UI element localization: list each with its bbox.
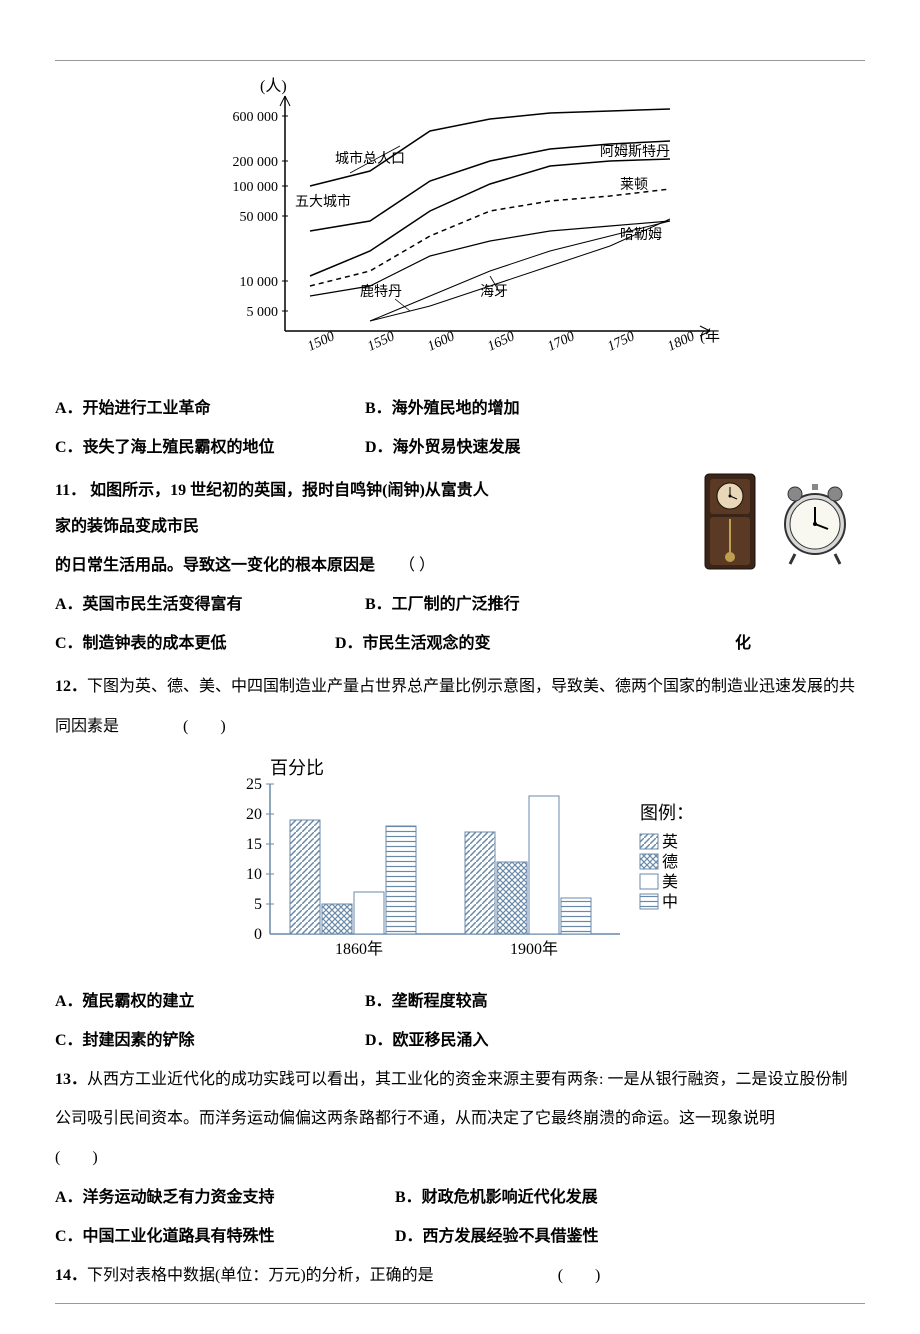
svg-text:德: 德 <box>662 853 678 871</box>
q12-row2: C．封建因素的铲除 D．欧亚移民涌入 <box>55 1023 865 1058</box>
q12-optB: B．垄断程度较高 <box>365 993 488 1010</box>
svg-text:5: 5 <box>254 896 262 913</box>
q10-optD: D．海外贸易快速发展 <box>365 439 521 456</box>
clock-images <box>695 469 855 592</box>
svg-text:1700: 1700 <box>545 329 577 354</box>
q11-number: 11． <box>55 482 86 499</box>
legend-title: 图例： <box>640 803 694 823</box>
svg-text:1860年: 1860年 <box>335 940 383 958</box>
q12-optD: D．欧亚移民涌入 <box>365 1032 489 1049</box>
q13-optD: D．西方发展经验不具借鉴性 <box>395 1228 599 1245</box>
bottom-rule <box>55 1303 865 1304</box>
svg-text:1650: 1650 <box>485 329 517 354</box>
q13-optB: B．财政危机影响近代化发展 <box>395 1189 598 1206</box>
q13-row1: A．洋务运动缺乏有力资金支持 B．财政危机影响近代化发展 <box>55 1180 865 1215</box>
q11-optD-after: 化 <box>735 635 751 652</box>
svg-text:1750: 1750 <box>605 329 637 354</box>
chart1-svg: (人) 600 000 200 000 100 000 50 000 10 00… <box>200 71 720 381</box>
q14-text: 下列对表格中数据(单位：万元)的分析，正确的是 <box>87 1267 434 1284</box>
q11-optC: C．制造钟表的成本更低 <box>55 635 227 652</box>
ytick: 50 000 <box>240 210 279 225</box>
q10-row1: A．开始进行工业革命 B．海外殖民地的增加 <box>55 391 865 426</box>
svg-text:鹿特丹: 鹿特丹 <box>360 283 402 300</box>
q12-blank: ( ) <box>183 718 226 735</box>
ytick: 100 000 <box>233 180 279 195</box>
q12-row1: A．殖民霸权的建立 B．垄断程度较高 <box>55 984 865 1019</box>
q12: 12．下图为英、德、美、中四国制造业产量占世界总产量比例示意图，导致美、德两个国… <box>55 669 865 704</box>
q10-optC: C．丧失了海上殖民霸权的地位 <box>55 439 275 456</box>
ytick: 5 000 <box>247 305 279 320</box>
q11-text-after: 家的装饰品变成市民 <box>55 518 199 535</box>
svg-text:20: 20 <box>246 806 262 823</box>
ytick: 10 000 <box>240 275 279 290</box>
svg-text:1800: 1800 <box>665 329 697 354</box>
q14: 14．下列对表格中数据(单位：万元)的分析，正确的是 ( ) <box>55 1258 865 1293</box>
q12-text2: 同因素是 <box>55 718 119 735</box>
q13-optA: A．洋务运动缺乏有力资金支持 <box>55 1189 275 1206</box>
q12-number: 12． <box>55 678 87 695</box>
svg-text:五大城市: 五大城市 <box>295 193 351 210</box>
q14-number: 14． <box>55 1267 87 1284</box>
svg-text:1600: 1600 <box>425 329 457 354</box>
q12-optC: C．封建因素的铲除 <box>55 1032 195 1049</box>
q13: 13．从西方工业近代化的成功实践可以看出，其工业化的资金来源主要有两条: 一是从… <box>55 1062 865 1097</box>
svg-text:0: 0 <box>254 926 262 943</box>
chart1-x-label: (年) <box>700 328 720 345</box>
chart1-container: (人) 600 000 200 000 100 000 50 000 10 00… <box>55 71 865 381</box>
q11-text2: 的日常生活用品。导致这一变化的根本原因是 <box>55 557 375 574</box>
q13-row2: C．中国工业化道路具有特殊性 D．西方发展经验不具借鉴性 <box>55 1219 865 1254</box>
svg-text:15: 15 <box>246 836 262 853</box>
svg-text:中: 中 <box>662 893 678 911</box>
chart2-ylabel: 百分比 <box>270 758 324 778</box>
q11-blank: （ ） <box>399 557 435 574</box>
svg-text:海牙: 海牙 <box>480 284 508 300</box>
q11-optD-before: D．市民生活观念的变 <box>335 635 491 652</box>
q13-text2: 公司吸引民间资本。而洋务运动偏偏这两条路都行不通，从而决定了它最终崩溃的命运。这… <box>55 1110 775 1127</box>
chart2-svg: 百分比 0 5 10 15 20 25 1860年 1900年 <box>200 754 720 974</box>
q13-number: 13． <box>55 1071 87 1088</box>
q11-optA: A．英国市民生活变得富有 <box>55 596 243 613</box>
q10-optB: B．海外殖民地的增加 <box>365 400 520 417</box>
chart2-container: 百分比 0 5 10 15 20 25 1860年 1900年 <box>55 754 865 974</box>
q13-text: 从西方工业近代化的成功实践可以看出，其工业化的资金来源主要有两条: 一是从银行融… <box>87 1071 847 1088</box>
svg-text:莱顿: 莱顿 <box>620 177 648 193</box>
q10-optA: A．开始进行工业革命 <box>55 400 211 417</box>
q13-optC: C．中国工业化道路具有特殊性 <box>55 1228 275 1245</box>
svg-text:英: 英 <box>662 833 678 851</box>
svg-text:25: 25 <box>246 776 262 793</box>
svg-text:城市总人口: 城市总人口 <box>335 150 405 167</box>
q12-text: 下图为英、德、美、中四国制造业产量占世界总产量比例示意图，导致美、德两个国家的制… <box>87 678 855 695</box>
svg-text:哈勒姆: 哈勒姆 <box>620 227 662 243</box>
q11-text1: 如图所示，19 世纪初的英国，报时自鸣钟(闹钟)从富贵人 <box>90 482 489 499</box>
q14-blank: ( ) <box>558 1267 601 1284</box>
svg-text:1500: 1500 <box>305 329 337 354</box>
svg-text:阿姆斯特丹: 阿姆斯特丹 <box>600 144 670 160</box>
q10-row2: C．丧失了海上殖民霸权的地位 D．海外贸易快速发展 <box>55 430 865 465</box>
svg-text:美: 美 <box>662 873 678 891</box>
q13-blank: ( ) <box>55 1149 98 1166</box>
svg-text:1550: 1550 <box>365 329 397 354</box>
clocks-svg <box>695 469 855 579</box>
svg-text:10: 10 <box>246 866 262 883</box>
ytick: 200 000 <box>233 155 279 170</box>
q12-optA: A．殖民霸权的建立 <box>55 993 195 1010</box>
svg-text:1900年: 1900年 <box>510 940 558 958</box>
q11-optB: B．工厂制的广泛推行 <box>365 596 520 613</box>
q11: 11． 如图所示，19 世纪初的英国，报时自鸣钟(闹钟)从富贵人 家的装饰品变成… <box>55 469 865 665</box>
ytick: 600 000 <box>233 110 279 125</box>
xticks: 1500 1550 1600 1650 1700 1750 1800 <box>305 329 697 354</box>
chart1-y-label: (人) <box>260 77 287 95</box>
top-rule <box>55 60 865 61</box>
